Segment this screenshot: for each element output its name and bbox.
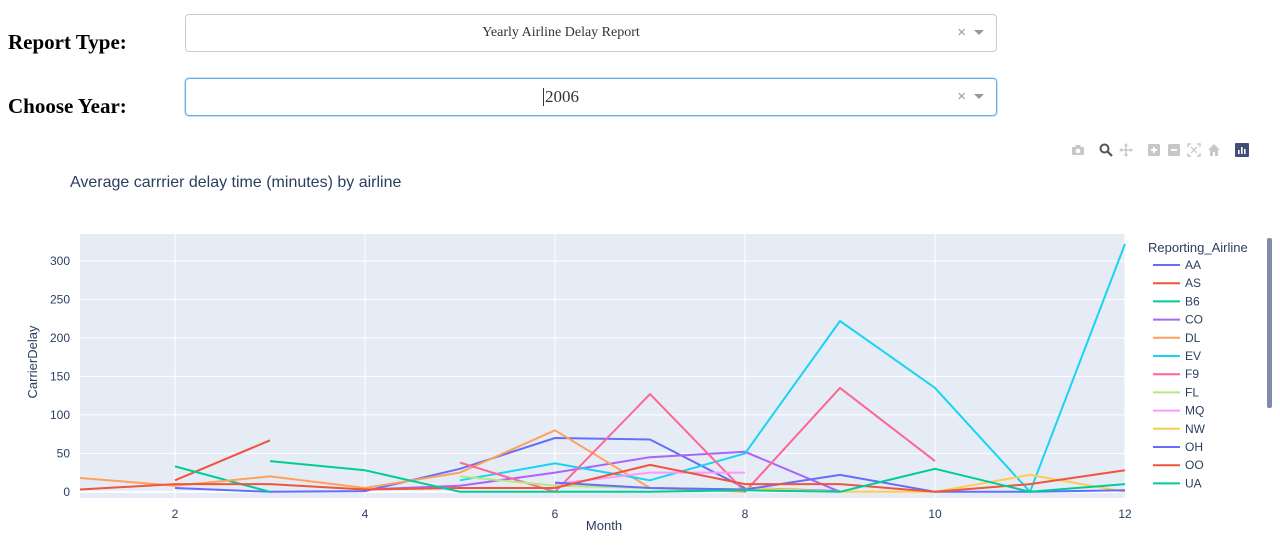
chevron-down-icon[interactable] xyxy=(974,30,984,35)
legend-item-ev[interactable]: EV xyxy=(1185,349,1201,363)
y-tick-label: 250 xyxy=(50,292,70,306)
y-tick-label: 0 xyxy=(63,485,70,499)
chart-title: Average carrrier delay time (minutes) by… xyxy=(70,174,401,191)
report-type-dropdown[interactable]: Yearly Airline Delay Report × xyxy=(185,14,997,52)
clear-icon[interactable]: × xyxy=(957,88,966,105)
y-tick-label: 50 xyxy=(57,446,71,460)
y-tick-label: 200 xyxy=(50,331,70,345)
legend-title: Reporting_Airline xyxy=(1148,240,1248,255)
autoscale-icon[interactable] xyxy=(1184,141,1204,159)
legend-scrollbar[interactable] xyxy=(1267,238,1272,408)
legend-item-b6[interactable]: B6 xyxy=(1185,294,1200,308)
year-dropdown[interactable]: 2006 × xyxy=(185,78,997,116)
plotly-logo-icon[interactable] xyxy=(1232,141,1252,159)
legend-item-fl[interactable]: FL xyxy=(1185,385,1199,399)
y-axis-title: CarrierDelay xyxy=(25,325,40,398)
choose-year-label: Choose Year: xyxy=(8,94,127,118)
reset-axes-icon[interactable] xyxy=(1204,141,1224,159)
series-line-b6[interactable] xyxy=(174,465,271,493)
x-tick-label: 8 xyxy=(742,507,749,521)
series-line-f9[interactable] xyxy=(459,386,936,493)
chart-modebar xyxy=(1068,141,1252,159)
series-line-ua[interactable] xyxy=(269,460,1126,493)
y-tick-label: 100 xyxy=(50,408,70,422)
series-line-oo[interactable] xyxy=(79,463,1126,493)
legend-item-f9[interactable]: F9 xyxy=(1185,367,1199,381)
legend-item-nw[interactable]: NW xyxy=(1185,422,1206,436)
x-axis-title: Month xyxy=(586,518,622,533)
legend-item-oh[interactable]: OH xyxy=(1185,440,1203,454)
zoom-out-icon[interactable] xyxy=(1164,141,1184,159)
series-line-as[interactable] xyxy=(174,439,271,482)
legend-item-as[interactable]: AS xyxy=(1185,276,1201,290)
year-value-wrap[interactable]: 2006 xyxy=(186,79,936,115)
legend-item-aa[interactable]: AA xyxy=(1185,258,1201,272)
x-tick-label: 2 xyxy=(172,507,179,521)
series-lines xyxy=(79,243,1126,493)
y-tick-labels: 0 50 100 150 200 250 300 xyxy=(50,254,70,499)
x-tick-label: 12 xyxy=(1118,507,1132,521)
x-tick-labels: 2 4 6 8 10 12 xyxy=(172,507,1132,521)
zoom-icon[interactable] xyxy=(1096,141,1116,159)
report-type-value: Yearly Airline Delay Report xyxy=(482,25,640,40)
chart: Average carrrier delay time (minutes) by… xyxy=(25,174,1272,533)
text-cursor xyxy=(543,88,544,106)
series-line-co[interactable] xyxy=(364,450,841,493)
legend-item-co[interactable]: CO xyxy=(1185,313,1203,327)
legend-item-mq[interactable]: MQ xyxy=(1185,404,1204,418)
zoom-in-icon[interactable] xyxy=(1144,141,1164,159)
pan-icon[interactable] xyxy=(1116,141,1136,159)
camera-icon[interactable] xyxy=(1068,141,1088,159)
report-type-label: Report Type: xyxy=(8,30,127,54)
x-tick-label: 4 xyxy=(362,507,369,521)
chevron-down-icon[interactable] xyxy=(974,94,984,99)
legend-item-dl[interactable]: DL xyxy=(1185,331,1201,345)
x-tick-label: 10 xyxy=(928,507,942,521)
y-tick-label: 300 xyxy=(50,254,70,268)
plot-area[interactable] xyxy=(80,234,1125,498)
x-tick-label: 6 xyxy=(552,507,559,521)
series-line-ev[interactable] xyxy=(459,243,1126,493)
y-tick-label: 150 xyxy=(50,369,70,383)
clear-icon[interactable]: × xyxy=(957,24,966,41)
year-value: 2006 xyxy=(545,87,579,106)
legend-item-oo[interactable]: OO xyxy=(1185,458,1204,472)
legend: AA AS B6 CO DL EV F9 FL MQ NW OH OO UA xyxy=(1153,258,1206,490)
legend-item-ua[interactable]: UA xyxy=(1185,476,1202,490)
